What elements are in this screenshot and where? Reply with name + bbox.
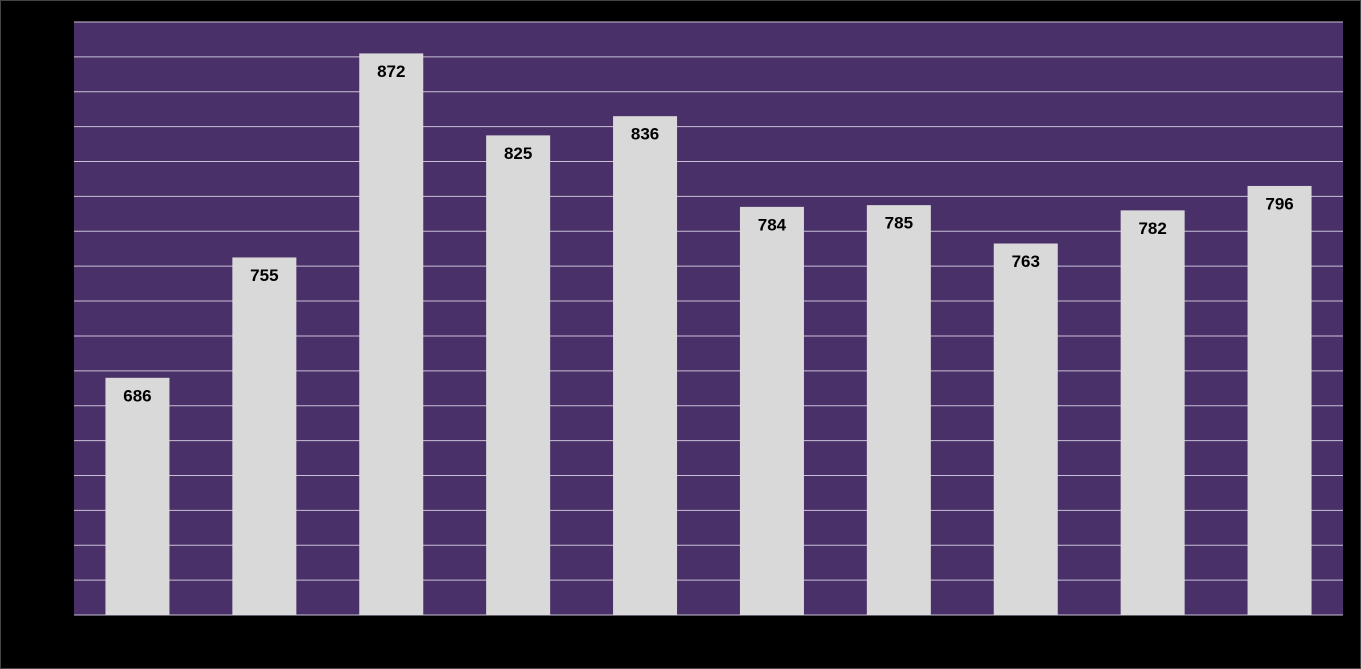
y-tick-label: 810 bbox=[43, 152, 67, 168]
y-tick-label: 570 bbox=[43, 571, 67, 587]
y-tick-label: 750 bbox=[43, 257, 67, 273]
y-tick-label: 770 bbox=[43, 222, 67, 238]
bar bbox=[486, 135, 551, 615]
y-tick-label: 790 bbox=[43, 187, 67, 203]
y-tick-label: 890 bbox=[43, 13, 67, 29]
data-label: 686 bbox=[123, 386, 151, 405]
data-label: 825 bbox=[504, 144, 532, 163]
y-tick-label: 610 bbox=[43, 501, 67, 517]
bar bbox=[993, 243, 1058, 616]
bar bbox=[359, 53, 424, 616]
y-tick-label: 830 bbox=[43, 117, 67, 133]
bar bbox=[1247, 185, 1312, 615]
y-tick-label: 870 bbox=[43, 48, 67, 64]
y-tick-label: 670 bbox=[43, 396, 67, 412]
bar bbox=[866, 205, 931, 615]
data-label: 782 bbox=[1138, 219, 1166, 238]
data-label: 796 bbox=[1265, 194, 1293, 213]
data-label: 755 bbox=[250, 266, 278, 285]
data-label: 836 bbox=[631, 125, 659, 144]
y-tick-label: 730 bbox=[43, 292, 67, 308]
y-tick-label: 550 bbox=[43, 606, 67, 622]
bar bbox=[1120, 210, 1185, 616]
y-tick-label: 850 bbox=[43, 82, 67, 98]
bar bbox=[232, 257, 297, 615]
y-tick-label: 590 bbox=[43, 536, 67, 552]
data-label: 763 bbox=[1012, 252, 1040, 271]
y-tick-label: 710 bbox=[43, 327, 67, 343]
bar bbox=[105, 377, 170, 615]
y-tick-label: 690 bbox=[43, 362, 67, 378]
data-label: 784 bbox=[758, 215, 787, 234]
bar bbox=[613, 116, 678, 616]
y-tick-label: 650 bbox=[43, 431, 67, 447]
data-label: 872 bbox=[377, 62, 405, 81]
y-tick-label: 630 bbox=[43, 466, 67, 482]
bar bbox=[739, 206, 804, 615]
data-label: 785 bbox=[885, 214, 913, 233]
